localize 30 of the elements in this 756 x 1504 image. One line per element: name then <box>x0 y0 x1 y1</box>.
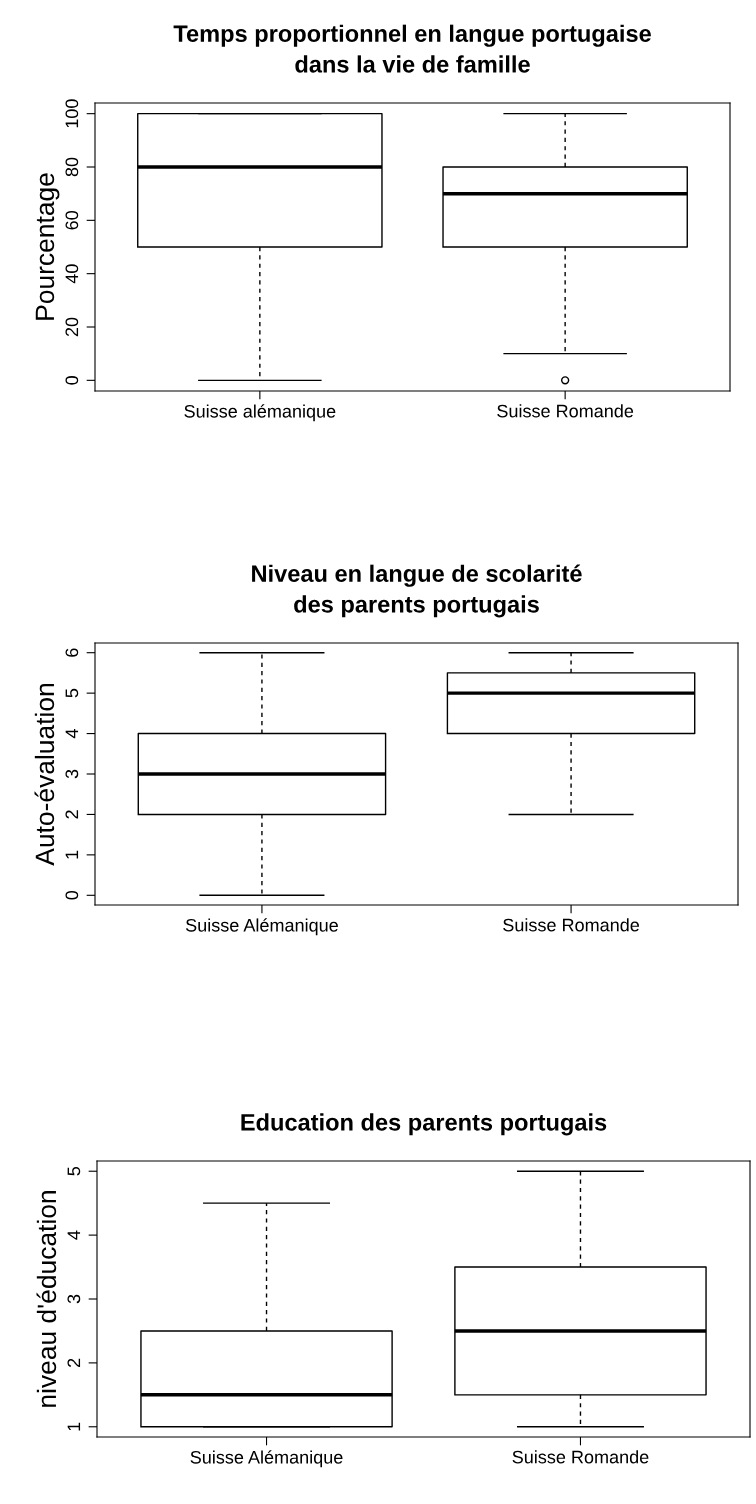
y-axis-title: Pourcentage <box>35 173 60 320</box>
y-tick-label: 0 <box>65 890 79 900</box>
y-tick-label: 5 <box>65 688 79 698</box>
y-tick-label: 40 <box>65 264 79 284</box>
y-axis-title: Auto-évaluation <box>34 684 55 866</box>
y-tick-label: 6 <box>65 648 79 657</box>
chart-title: Temps proportionnel en langue portugaise dans la vie de famille <box>173 24 651 73</box>
y-tick-label: 1 <box>67 1422 81 1431</box>
x-tick-label: Suisse alémanique <box>184 404 336 422</box>
x-tick-label: Suisse Alémanique <box>190 1450 343 1468</box>
y-tick-label: 80 <box>65 157 79 177</box>
y-tick-label: 2 <box>65 810 79 819</box>
y-tick-label: 3 <box>65 769 79 779</box>
y-tick-label: 1 <box>65 850 79 859</box>
y-tick-label: 20 <box>65 317 79 337</box>
y-axis-title: niveau d'éducation <box>36 1191 57 1407</box>
x-tick-label: Suisse Romande <box>503 918 640 932</box>
y-tick-label: 4 <box>67 1230 81 1240</box>
y-tick-label: 5 <box>67 1166 81 1176</box>
y-tick-label: 3 <box>67 1294 81 1304</box>
x-tick-label: Suisse Alémanique <box>185 918 338 936</box>
x-tick-label: Suisse Romande <box>512 1450 649 1464</box>
chart-title: Education des parents portugais <box>241 1113 607 1136</box>
y-tick-label: 2 <box>67 1358 81 1367</box>
y-tick-label: 100 <box>65 99 79 128</box>
x-tick-label: Suisse Romande <box>497 404 634 418</box>
y-tick-label: 4 <box>65 729 79 739</box>
y-tick-label: 60 <box>65 211 79 230</box>
y-tick-label: 0 <box>65 376 79 385</box>
chart-title: Niveau en langue de scolarité des parents portugais <box>252 564 582 618</box>
